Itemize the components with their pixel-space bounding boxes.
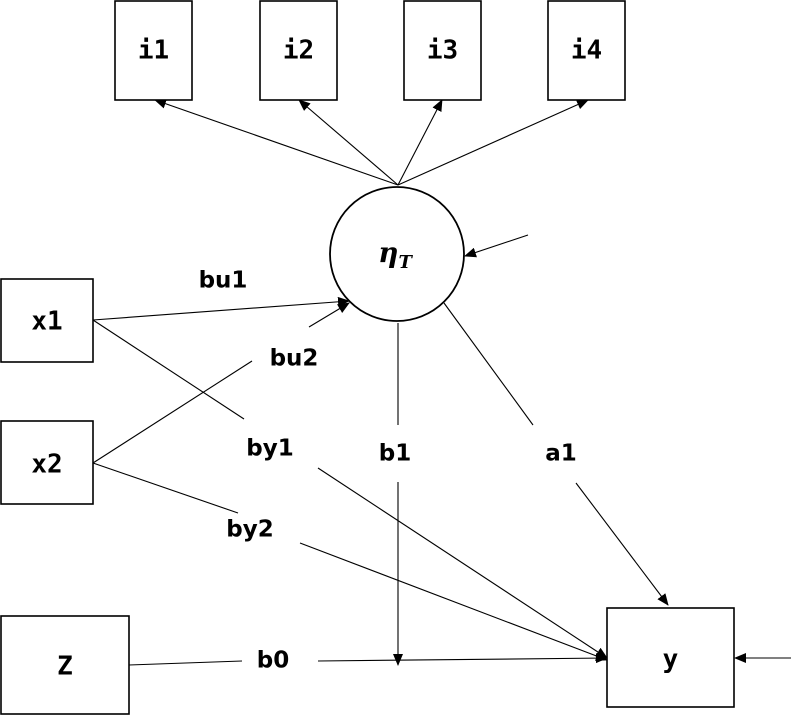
path-label-a1: a1 <box>545 441 577 467</box>
path-label-b0: b0 <box>257 648 289 674</box>
arrow-eta-to-i1 <box>154 98 399 186</box>
indicator-i3: i3 <box>403 0 482 101</box>
latent-eta-subscript: T <box>398 252 413 273</box>
predictor-x2: x2 <box>0 420 94 505</box>
latent-eta-label: ηT <box>378 236 413 273</box>
arrow-by1-to-y <box>317 467 608 659</box>
outcome-y-label: y <box>663 645 679 675</box>
line-x1-to-by1 <box>92 319 245 420</box>
predictor-x1: x1 <box>0 278 94 363</box>
indicator-i2-label: i2 <box>283 36 314 66</box>
predictor-z-label: Z <box>57 652 73 682</box>
path-label-by1: by1 <box>246 436 293 462</box>
arrow-eta-disturbance <box>464 234 529 258</box>
arrow-x1-to-eta <box>92 296 350 321</box>
arrow-bu2-to-eta <box>308 302 350 328</box>
arrow-eta-to-i3 <box>397 99 443 186</box>
predictor-z: Z <box>0 615 130 715</box>
path-label-bu2: bu2 <box>270 346 319 372</box>
path-label-bu1: bu1 <box>199 268 248 294</box>
path-label-b1: b1 <box>379 441 411 467</box>
arrow-by2-to-y <box>299 542 608 661</box>
predictor-x1-label: x1 <box>31 307 62 337</box>
line-x2-to-by2 <box>92 462 239 514</box>
line-z-to-b0 <box>128 660 243 666</box>
latent-eta-symbol: η <box>378 236 398 269</box>
indicator-i4: i4 <box>547 0 626 101</box>
path-label-by2: by2 <box>226 517 273 543</box>
indicator-i3-label: i3 <box>427 36 458 66</box>
arrow-eta-to-i4 <box>397 99 589 186</box>
arrow-a1-to-y <box>575 482 669 606</box>
line-eta-to-a1 <box>443 302 534 426</box>
line-x2-to-bu2 <box>92 360 253 464</box>
predictor-x2-label: x2 <box>31 450 62 480</box>
indicator-i4-label: i4 <box>571 36 602 66</box>
outcome-y: y <box>606 607 735 708</box>
indicator-i1-label: i1 <box>138 36 169 66</box>
arrow-b0-to-y <box>317 653 608 664</box>
arrow-eta-to-i2 <box>298 99 399 186</box>
latent-eta: ηT <box>329 186 465 322</box>
indicator-i2: i2 <box>259 0 338 101</box>
edges <box>92 98 791 666</box>
indicator-i1: i1 <box>114 0 193 101</box>
